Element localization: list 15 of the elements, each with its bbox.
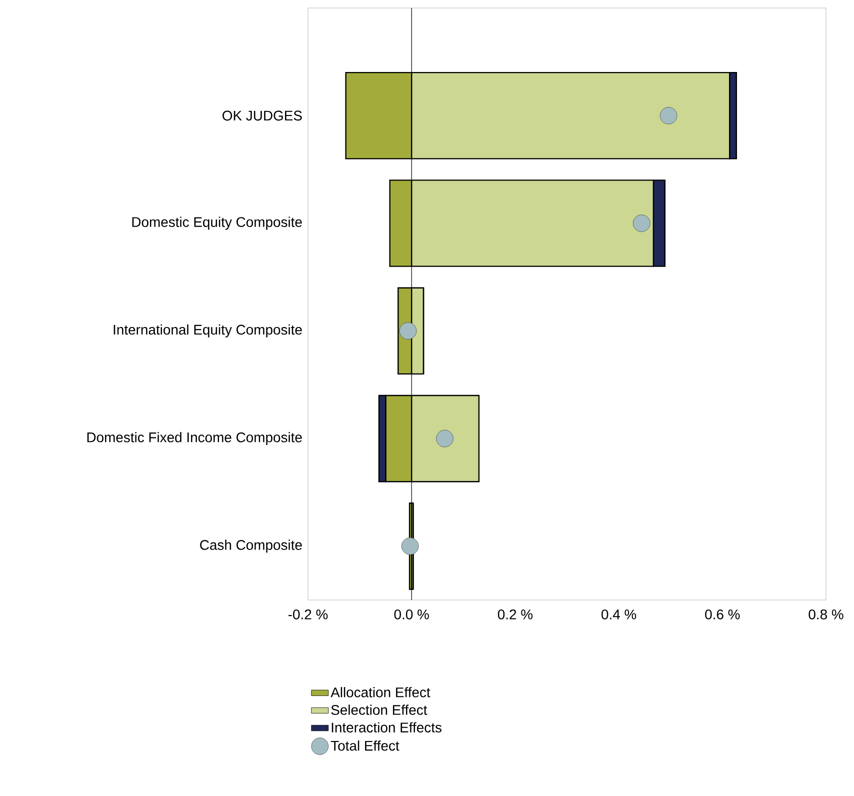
y-tick-label: Domestic Equity Composite (132, 216, 302, 230)
x-tick-label: -0.2 % (288, 609, 328, 620)
y-tick-label: International Equity Composite (114, 324, 302, 338)
y-tick-label: Domestic Fixed Income Composite (87, 432, 302, 446)
x-tick-label: 0.4 % (602, 609, 636, 620)
legend-label: Selection Effect (331, 704, 428, 715)
y-tick-label: OK JUDGES (222, 110, 302, 121)
x-tick-label: 0.8 % (808, 609, 844, 620)
x-tick-label: 0.0 % (394, 609, 429, 620)
legend-label: Interaction Effects (332, 722, 442, 732)
legend-label: Total Effect (330, 740, 400, 751)
legend-label: Allocation Effect (330, 687, 430, 698)
x-tick-label: 0.2 % (498, 609, 533, 620)
x-tick-label: 0.6 % (705, 609, 740, 620)
y-tick-label: Cash Composite (200, 540, 302, 553)
